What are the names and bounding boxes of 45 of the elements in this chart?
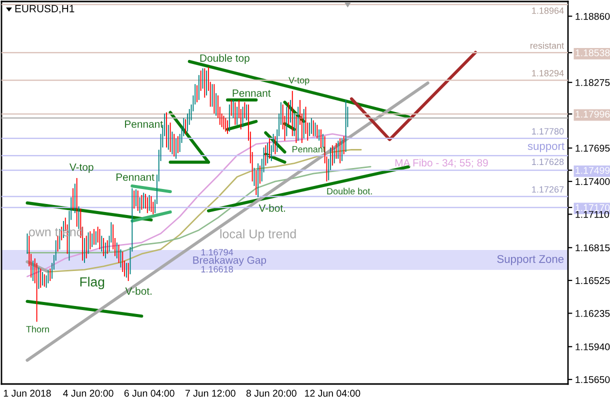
y-tick-label: 1.16235 bbox=[576, 310, 610, 317]
annotation: Double top bbox=[200, 54, 250, 64]
annotation: Pennant bbox=[116, 174, 154, 181]
annotation: local Up trend bbox=[220, 229, 296, 241]
x-tick-label: 1 Jun 2018 bbox=[4, 390, 51, 397]
ref-line-label: 1.17267 bbox=[532, 186, 564, 193]
y-tick-label: 1.17170 bbox=[576, 204, 610, 212]
ref-line-label: 1.17780 bbox=[532, 128, 564, 135]
y-tick-label: 1.17400 bbox=[576, 178, 610, 186]
y-tick-label: 1.18275 bbox=[576, 79, 610, 86]
ref-line-label: 1.18294 bbox=[532, 70, 564, 76]
x-tick-label: 7 Jun 12:00 bbox=[185, 390, 236, 397]
y-tick-label: 1.15940 bbox=[576, 343, 610, 350]
annotation: 1.16618 bbox=[201, 266, 233, 272]
y-tick-label: 1.16525 bbox=[576, 277, 610, 284]
y-tick-label: 1.18860 bbox=[576, 12, 610, 20]
x-tick-label: 4 Jun 20:00 bbox=[63, 390, 114, 397]
annotation: Flag bbox=[80, 276, 104, 290]
y-tick-label: 1.16815 bbox=[576, 244, 610, 252]
annotation: Thorn bbox=[26, 326, 49, 332]
annotation: 1.16794 bbox=[201, 249, 234, 256]
text: MA Fibo - 34; 55; 89 bbox=[395, 158, 488, 168]
x-tick-label: 12 Jun 04:00 bbox=[305, 390, 360, 397]
annotation: V-bot. bbox=[258, 204, 286, 212]
ref-line-label: 1.17628 bbox=[532, 158, 564, 166]
x-tick-label: 8 Jun 20:00 bbox=[246, 390, 296, 397]
band-label: Support Zone bbox=[497, 255, 564, 266]
y-tick-label: 1.18538 bbox=[576, 49, 610, 56]
ref-line-label: 1.18964 bbox=[532, 7, 564, 14]
annotation: Double bot. bbox=[327, 188, 372, 194]
annotation: Pennant bbox=[232, 90, 271, 97]
ref-line-label: resistant bbox=[530, 42, 564, 49]
y-tick-label: 1.17110 bbox=[576, 210, 609, 218]
y-tick-label: 1.17695 bbox=[576, 144, 610, 152]
annotation: support bbox=[528, 142, 564, 152]
annotation: V-top bbox=[288, 77, 310, 86]
y-tick-label: 1.15650 bbox=[576, 376, 610, 384]
annotation: Breakaway Gap bbox=[193, 256, 266, 266]
annotation: Pennant bbox=[125, 120, 163, 128]
y-tick-label: 1.17499 bbox=[576, 166, 610, 174]
annotation: V-top bbox=[69, 164, 94, 173]
y-tick-label: 1.17996 bbox=[576, 110, 610, 118]
chart-title: EURUSD,H1 bbox=[15, 4, 74, 14]
x-tick-label: 6 Jun 04:00 bbox=[124, 390, 174, 397]
annotation: V-bot. bbox=[125, 287, 152, 295]
